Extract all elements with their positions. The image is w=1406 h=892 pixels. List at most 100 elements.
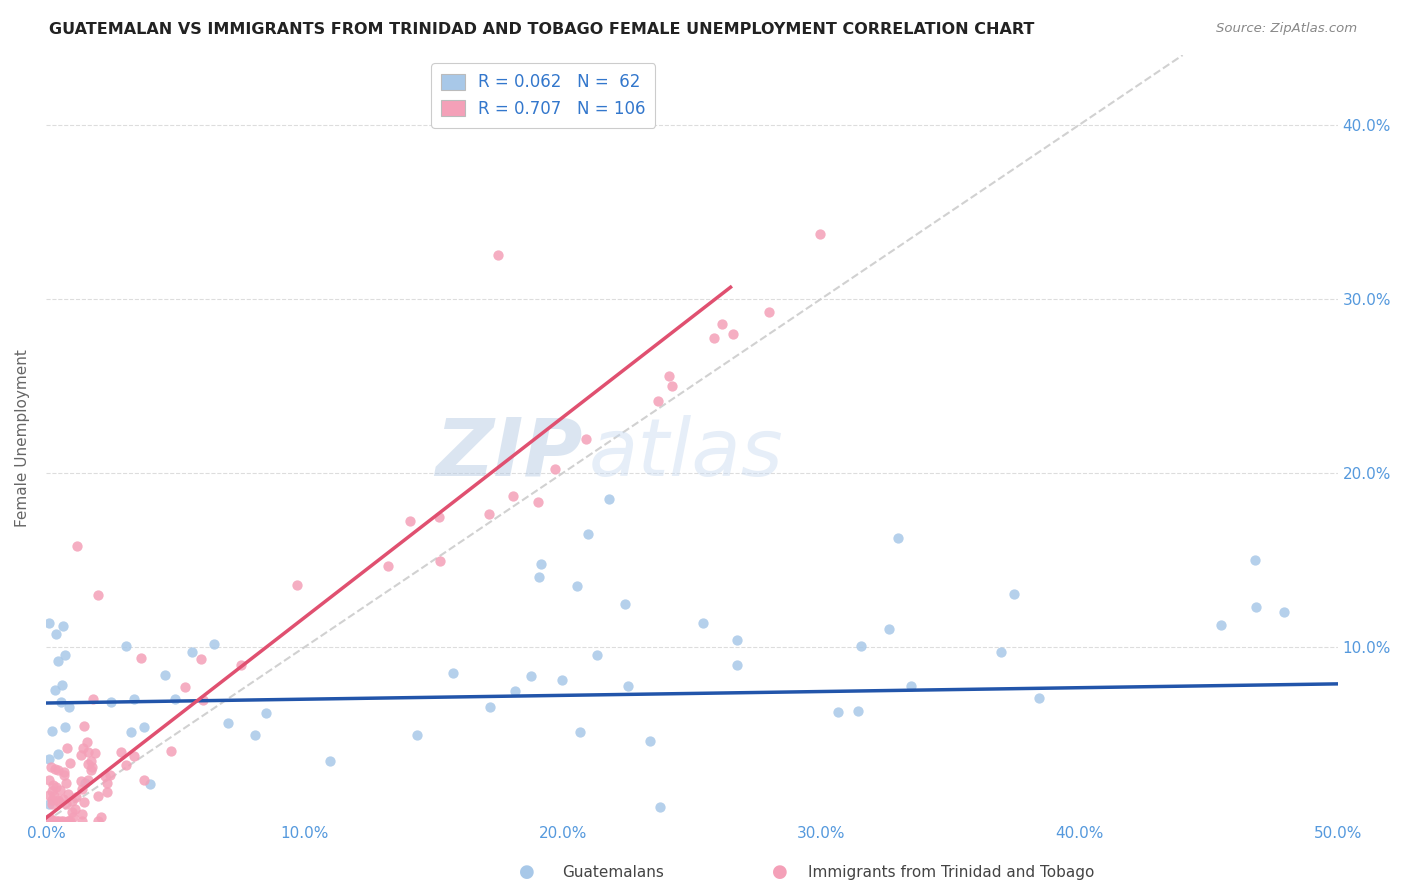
Point xyxy=(53,720,76,734)
Point xyxy=(110,745,132,759)
Point xyxy=(578,527,600,541)
Point xyxy=(39,812,62,826)
Point xyxy=(122,692,145,706)
Point xyxy=(810,227,832,241)
Point xyxy=(93,769,115,783)
Point xyxy=(46,747,69,762)
Text: ●: ● xyxy=(519,863,536,881)
Point xyxy=(87,814,110,829)
Point xyxy=(38,814,60,829)
Text: Source: ZipAtlas.com: Source: ZipAtlas.com xyxy=(1216,22,1357,36)
Point xyxy=(80,764,103,778)
Point xyxy=(70,782,93,797)
Point xyxy=(52,814,75,829)
Point xyxy=(60,805,83,819)
Point xyxy=(575,432,598,446)
Point xyxy=(41,814,63,829)
Point xyxy=(80,754,103,768)
Point xyxy=(530,558,553,572)
Point xyxy=(41,814,63,829)
Point xyxy=(53,648,76,663)
Point xyxy=(80,760,103,774)
Point xyxy=(72,719,94,733)
Point xyxy=(51,678,73,692)
Point xyxy=(478,699,501,714)
Point xyxy=(82,692,104,706)
Point xyxy=(38,752,60,766)
Text: atlas: atlas xyxy=(589,415,783,492)
Point xyxy=(640,733,662,747)
Point xyxy=(174,681,197,695)
Point xyxy=(38,814,60,829)
Point xyxy=(41,723,63,738)
Point xyxy=(129,651,152,665)
Point xyxy=(721,326,744,341)
Point xyxy=(502,489,524,503)
Point xyxy=(486,248,509,262)
Point xyxy=(163,692,186,706)
Point xyxy=(39,813,62,827)
Point xyxy=(70,773,93,788)
Point xyxy=(38,812,60,826)
Text: Guatemalans: Guatemalans xyxy=(562,865,664,880)
Point xyxy=(647,393,669,408)
Point xyxy=(585,648,607,662)
Point xyxy=(122,749,145,764)
Point xyxy=(527,495,550,509)
Point xyxy=(96,785,118,799)
Point xyxy=(153,668,176,682)
Point xyxy=(58,700,80,714)
Point xyxy=(519,669,541,683)
Point xyxy=(87,789,110,803)
Point xyxy=(38,773,60,788)
Point xyxy=(406,728,429,742)
Point xyxy=(84,746,107,760)
Point xyxy=(159,744,181,758)
Point xyxy=(827,706,849,720)
Point xyxy=(527,570,550,584)
Point xyxy=(132,720,155,734)
Point xyxy=(1244,553,1267,567)
Point xyxy=(73,776,96,790)
Point xyxy=(377,558,399,573)
Point xyxy=(38,615,60,630)
Point xyxy=(70,806,93,821)
Point xyxy=(725,632,748,647)
Point xyxy=(900,680,922,694)
Point xyxy=(41,814,63,829)
Point xyxy=(58,787,80,801)
Point xyxy=(38,814,60,829)
Point xyxy=(65,790,87,805)
Point xyxy=(441,666,464,681)
Point xyxy=(38,814,60,829)
Text: Immigrants from Trinidad and Tobago: Immigrants from Trinidad and Tobago xyxy=(808,865,1095,880)
Point xyxy=(45,780,67,795)
Point xyxy=(53,768,76,782)
Point xyxy=(76,735,98,749)
Point xyxy=(1028,690,1050,705)
Point xyxy=(77,773,100,788)
Point xyxy=(661,379,683,393)
Text: ZIP: ZIP xyxy=(434,415,582,492)
Point xyxy=(72,814,94,829)
Point xyxy=(616,679,638,693)
Point xyxy=(710,317,733,331)
Point xyxy=(758,304,780,318)
Point xyxy=(56,814,79,829)
Point xyxy=(503,683,526,698)
Point xyxy=(42,814,65,829)
Point xyxy=(69,747,91,762)
Point xyxy=(44,762,66,776)
Point xyxy=(38,788,60,802)
Point xyxy=(45,627,67,641)
Point xyxy=(1244,600,1267,615)
Text: ●: ● xyxy=(772,863,789,881)
Point xyxy=(544,461,567,475)
Point xyxy=(41,784,63,798)
Point xyxy=(96,776,118,790)
Y-axis label: Female Unemployment: Female Unemployment xyxy=(15,350,30,527)
Point xyxy=(478,508,501,522)
Point xyxy=(77,757,100,772)
Point xyxy=(692,616,714,631)
Point xyxy=(38,814,60,829)
